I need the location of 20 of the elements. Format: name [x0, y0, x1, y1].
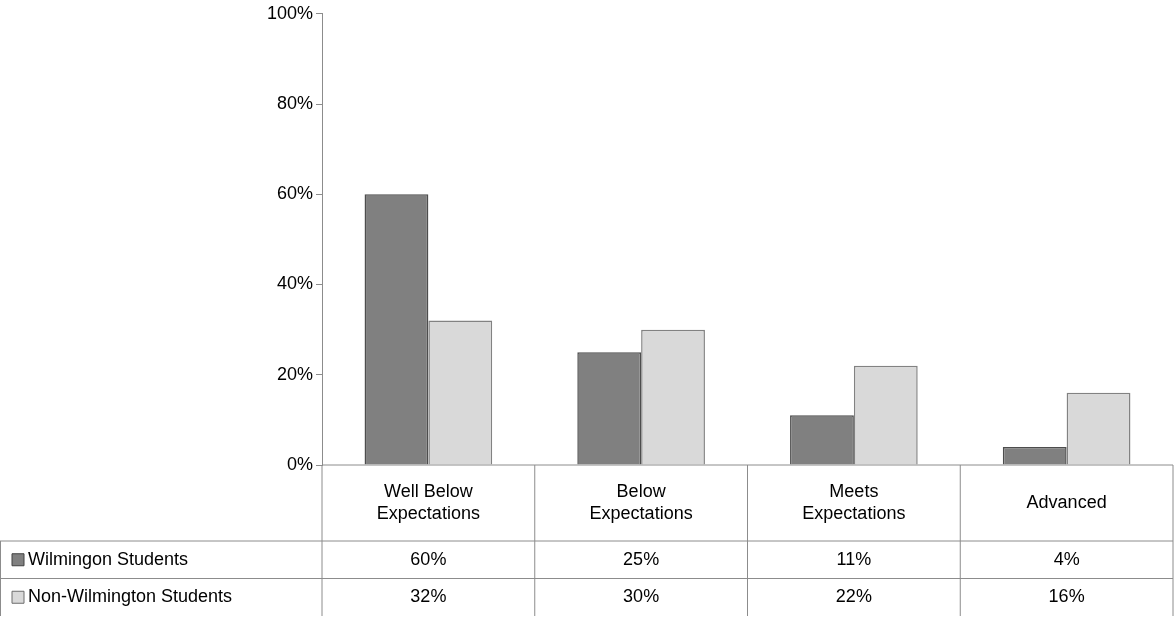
y-tick-label: 60%	[276, 183, 313, 204]
y-tick-label: 80%	[276, 93, 313, 114]
x-tick-label: Well Below Expectations	[376, 480, 480, 523]
data-label: 25%	[623, 548, 660, 569]
data-label: 22%	[835, 586, 872, 607]
legend-label: Wilmingon Students	[28, 548, 189, 569]
y-tick-label: 20%	[276, 363, 313, 384]
data-label: 30%	[623, 586, 660, 607]
legend-label: Non-Wilmington Students	[28, 586, 233, 607]
y-tick-label: 0%	[286, 453, 313, 474]
data-label: 11%	[836, 548, 872, 569]
data-label: 16%	[1048, 586, 1085, 607]
x-tick-label: Meets Expectations	[802, 480, 906, 523]
data-label: 60%	[410, 548, 447, 569]
data-label: 4%	[1053, 548, 1080, 569]
data-label: 32%	[410, 586, 447, 607]
y-tick-label: 100%	[266, 2, 313, 23]
x-tick-label: Below Expectations	[589, 480, 693, 523]
y-tick-label: 40%	[276, 273, 313, 294]
x-tick-label: Advanced	[1026, 491, 1107, 512]
